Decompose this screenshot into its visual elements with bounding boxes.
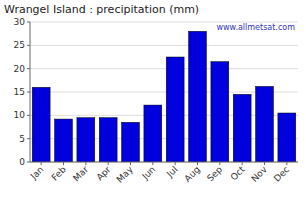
bar: [211, 62, 229, 162]
x-tick: [242, 162, 243, 165]
y-tick-label: 15: [14, 87, 25, 97]
x-tick: [130, 162, 131, 165]
bar: [99, 118, 117, 162]
x-tick: [63, 162, 64, 165]
grid-line: [30, 68, 298, 69]
x-tick-label: Oct: [229, 164, 247, 182]
x-tick-label: Jun: [140, 164, 158, 182]
x-tick-label: Jul: [164, 164, 179, 179]
bar: [233, 94, 251, 162]
x-tick: [85, 162, 86, 165]
x-tick-label: Jan: [28, 164, 46, 182]
x-tick: [286, 162, 287, 165]
grid-line: [30, 45, 298, 46]
y-axis: 0 5 10 15 20 25 30: [14, 17, 298, 167]
y-tick-label: 10: [14, 110, 26, 120]
annotation: www.allmetsat.com: [217, 23, 296, 32]
x-tick: [175, 162, 176, 165]
x-tick-label: Feb: [50, 164, 69, 183]
bar: [189, 31, 207, 162]
x-tick: [197, 162, 198, 165]
title: Wrangel Island : precipitation (mm): [4, 3, 199, 16]
x-tick: [152, 162, 153, 165]
x-axis-line: [30, 162, 298, 163]
y-tick-label: 20: [14, 64, 26, 74]
bar: [256, 86, 274, 162]
y-axis-line: [30, 22, 31, 162]
x-tick: [264, 162, 265, 165]
bars: [32, 31, 296, 162]
x-tick-label: Dec: [272, 164, 291, 183]
y-tick-label: 0: [19, 157, 25, 167]
x-tick-label: Aug: [182, 164, 202, 184]
bar: [166, 57, 184, 162]
y-tick-label: 5: [19, 134, 25, 144]
bar: [55, 119, 73, 162]
grid-line: [30, 162, 298, 163]
chart: Wrangel Island : precipitation (mm) 0 5 10 1…: [0, 0, 306, 200]
bar: [32, 87, 50, 162]
x-tick: [108, 162, 109, 165]
x-tick-label: Apr: [94, 164, 112, 182]
bar: [122, 122, 140, 162]
bar: [144, 105, 162, 162]
x-tick: [219, 162, 220, 165]
x-tick-label: Nov: [249, 164, 269, 184]
bar: [278, 113, 296, 162]
y-tick-label: 30: [14, 17, 26, 27]
x-tick: [41, 162, 42, 165]
x-tick-label: Mar: [71, 164, 90, 183]
bar: [77, 118, 95, 162]
chart-container: Wrangel Island : precipitation (mm) 0 5 10 1…: [0, 0, 306, 200]
x-axis: JanFebMarAprMayJun JulAugSep OctNovDec: [28, 162, 291, 185]
x-tick-label: Sep: [205, 164, 224, 183]
y-tick-label: 25: [14, 40, 25, 50]
x-tick-label: May: [115, 164, 136, 185]
